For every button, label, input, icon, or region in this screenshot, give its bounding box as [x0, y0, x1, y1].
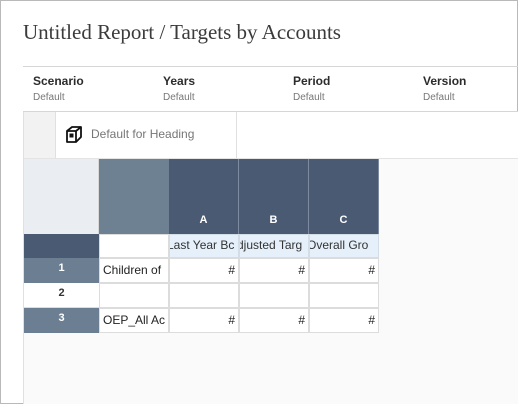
- column-title-a[interactable]: Last Year Bc: [169, 234, 239, 258]
- column-letter: B: [269, 214, 278, 226]
- grid-corner: [24, 159, 99, 234]
- pov-years-value: Default: [163, 92, 195, 103]
- pov-period-label: Period: [293, 74, 331, 88]
- column-header-a[interactable]: A: [169, 159, 239, 234]
- row-label-1[interactable]: Children of: [99, 258, 169, 283]
- row-label-3[interactable]: OEP_All Ac: [99, 308, 169, 333]
- pov-period[interactable]: Period Default: [293, 74, 330, 103]
- heading-selector[interactable]: Default for Heading: [56, 112, 237, 158]
- title-row-blank[interactable]: [99, 234, 169, 258]
- column-letter: A: [199, 214, 208, 226]
- pov-years[interactable]: Years Default: [163, 74, 195, 103]
- pov-scenario-label: Scenario: [33, 74, 84, 88]
- grid-canvas: Default for Heading A B C Last Year Bc d…: [23, 112, 518, 404]
- pov-bar: Scenario Default Years Default Period De…: [23, 66, 518, 112]
- pov-period-value: Default: [293, 92, 325, 103]
- pov-version[interactable]: Version Default: [423, 74, 466, 103]
- toolbar-corner: [24, 112, 56, 158]
- heading-label: Default for Heading: [91, 127, 195, 141]
- cell-2b[interactable]: [239, 283, 309, 308]
- column-header-b[interactable]: B: [239, 159, 309, 234]
- pov-scenario-value: Default: [33, 92, 65, 103]
- pov-scenario[interactable]: Scenario Default: [33, 74, 84, 103]
- column-header-c[interactable]: C: [309, 159, 379, 234]
- title-row-corner: [24, 234, 99, 258]
- cell-1c[interactable]: #: [309, 258, 379, 283]
- cell-3a[interactable]: #: [169, 308, 239, 333]
- column-title-c[interactable]: Overall Gro: [309, 234, 379, 258]
- column-letter: C: [339, 214, 348, 226]
- row-label-2[interactable]: [99, 283, 169, 308]
- cell-1a[interactable]: #: [169, 258, 239, 283]
- pov-years-label: Years: [163, 74, 196, 88]
- cell-2a[interactable]: [169, 283, 239, 308]
- cell-1b[interactable]: #: [239, 258, 309, 283]
- report-title: Untitled Report / Targets by Accounts: [23, 20, 341, 44]
- pov-version-value: Default: [423, 92, 455, 103]
- cube-icon: [66, 126, 82, 143]
- row-number-3[interactable]: 3: [24, 308, 99, 333]
- grid-toolbar: Default for Heading: [24, 112, 518, 159]
- cell-3c[interactable]: #: [309, 308, 379, 333]
- column-title-b[interactable]: djusted Targ: [239, 234, 309, 258]
- pov-version-label: Version: [423, 74, 467, 88]
- row-header-column[interactable]: [99, 159, 169, 234]
- row-number-1[interactable]: 1: [24, 258, 99, 283]
- cell-2c[interactable]: [309, 283, 379, 308]
- cell-3b[interactable]: #: [239, 308, 309, 333]
- row-number-2[interactable]: 2: [24, 283, 99, 308]
